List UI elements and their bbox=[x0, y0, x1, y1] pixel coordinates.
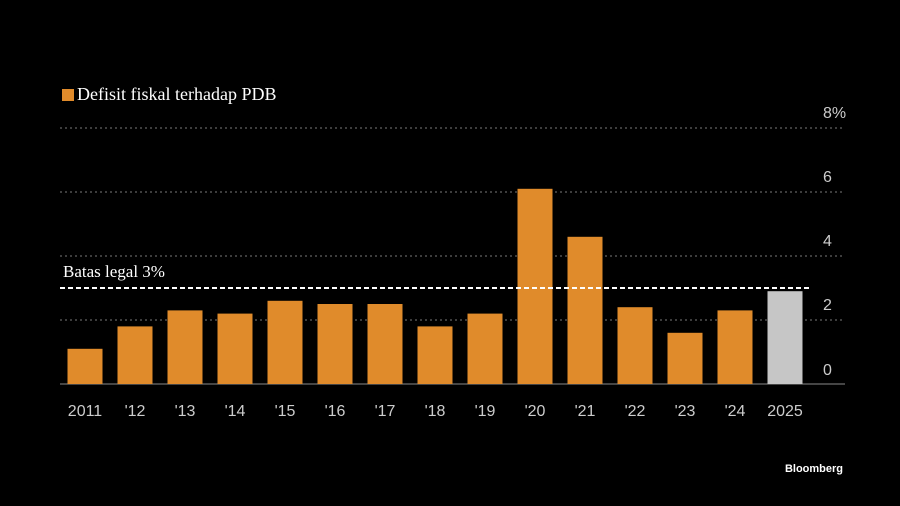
y-tick-label: 6 bbox=[823, 169, 832, 186]
bar bbox=[417, 326, 453, 384]
source-credit: Bloomberg bbox=[784, 463, 843, 475]
legend: Defisit fiskal terhadap PDB bbox=[62, 84, 276, 105]
y-tick-label: 4 bbox=[823, 233, 832, 250]
bar bbox=[217, 313, 253, 384]
bar bbox=[67, 348, 103, 384]
x-tick-label: '16 bbox=[325, 403, 346, 420]
x-tick-label: 2011 bbox=[68, 403, 103, 420]
legend-swatch bbox=[62, 88, 74, 101]
bar bbox=[117, 326, 153, 384]
x-axis-tick-labels: 2011 '12 '13 '14 '15 '16 '17 '18 '19 '20 '21 '22 '23… bbox=[68, 403, 803, 420]
y-tick-label: 8% bbox=[823, 105, 846, 122]
bar bbox=[717, 310, 753, 384]
x-tick-label: '23 bbox=[675, 403, 696, 420]
x-tick-label: '12 bbox=[125, 403, 146, 420]
bar bbox=[317, 304, 353, 384]
bar bbox=[667, 332, 703, 384]
bar bbox=[267, 300, 303, 384]
x-tick-label: 2025 bbox=[767, 403, 803, 420]
x-tick-label: '13 bbox=[175, 403, 196, 420]
x-tick-label: '14 bbox=[225, 403, 246, 420]
bar-projected bbox=[767, 291, 803, 384]
bar bbox=[617, 307, 653, 384]
x-tick-label: '17 bbox=[375, 403, 396, 420]
bar bbox=[467, 313, 503, 384]
x-tick-label: '19 bbox=[475, 403, 496, 420]
y-tick-label: 2 bbox=[823, 297, 832, 314]
y-axis-tick-labels: 0 2 4 6 8% bbox=[823, 105, 846, 379]
x-tick-label: '15 bbox=[275, 403, 296, 420]
y-tick-label: 0 bbox=[823, 362, 832, 379]
x-tick-label: '20 bbox=[525, 403, 546, 420]
x-tick-label: '18 bbox=[425, 403, 446, 420]
x-tick-label: '24 bbox=[725, 403, 746, 420]
x-tick-label: '21 bbox=[575, 403, 596, 420]
bar bbox=[167, 310, 203, 384]
bar bbox=[517, 188, 553, 384]
bars bbox=[67, 188, 803, 384]
bar bbox=[567, 236, 603, 384]
reference-line-label: Batas legal 3% bbox=[63, 262, 165, 281]
legend-label: Defisit fiskal terhadap PDB bbox=[77, 84, 277, 104]
bar bbox=[367, 304, 403, 384]
x-tick-label: '22 bbox=[625, 403, 646, 420]
